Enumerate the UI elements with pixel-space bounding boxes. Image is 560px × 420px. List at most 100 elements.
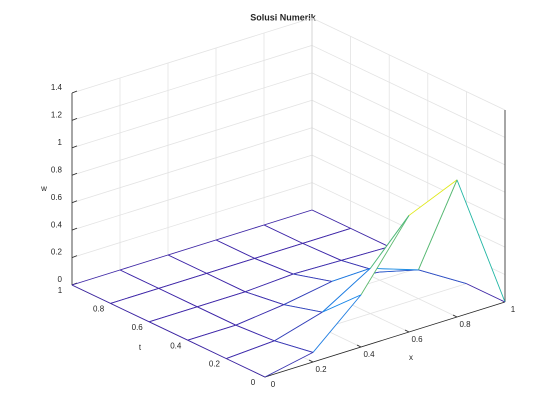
mesh-edge <box>302 242 342 261</box>
grid-line <box>71 72 313 149</box>
x-tick <box>404 329 410 333</box>
mesh-edge <box>206 257 255 274</box>
mesh-face <box>418 179 505 302</box>
mesh-edge <box>215 224 265 241</box>
mesh-edge <box>71 284 111 304</box>
grid-line <box>311 99 506 193</box>
grid-line <box>71 182 313 258</box>
x-tick-label: 1 <box>511 305 516 314</box>
x-tick-label: 0.6 <box>411 335 423 344</box>
mesh-face <box>274 294 361 353</box>
mesh-edge <box>254 257 294 275</box>
grid-line <box>311 72 506 166</box>
y-tick-label: 0.8 <box>93 305 105 314</box>
mesh-edge <box>71 269 121 286</box>
mesh-face <box>302 228 390 261</box>
mesh-edge <box>187 324 236 341</box>
z-tick-label: 1.2 <box>51 111 63 120</box>
z-tick <box>71 227 78 231</box>
mesh-edge <box>283 304 323 313</box>
mesh-edge <box>311 209 351 229</box>
mesh-edge <box>341 246 390 261</box>
x-tick <box>452 314 458 318</box>
z-tick-label: 0.4 <box>51 220 63 229</box>
mesh-edge <box>215 239 255 259</box>
mesh-edge <box>110 287 159 304</box>
mesh-edge <box>302 227 351 244</box>
y-tick-label: 0.2 <box>209 360 221 369</box>
mesh-edge <box>158 272 207 289</box>
mesh-edge <box>408 179 458 216</box>
mesh-edge <box>379 269 419 273</box>
mesh-edge <box>197 291 246 308</box>
x-tick <box>308 359 314 363</box>
mesh-edge <box>263 224 303 244</box>
mesh-edge <box>418 269 467 285</box>
mesh-edge <box>167 254 207 274</box>
z-tick <box>71 118 78 121</box>
mesh-face <box>226 340 313 377</box>
mesh-edge <box>331 267 371 282</box>
mesh-edge <box>456 179 506 303</box>
mesh-edge <box>197 306 236 326</box>
mesh-edge <box>312 294 362 353</box>
grid-line <box>311 45 506 138</box>
mesh-edge <box>187 339 227 360</box>
z-tick-label: 0.2 <box>51 248 63 257</box>
grid-line <box>71 17 313 94</box>
z-tick-label: 0.8 <box>51 165 63 174</box>
mesh-edge <box>263 209 313 226</box>
grid-line <box>311 127 506 221</box>
mesh-edge <box>245 273 294 293</box>
mesh-edge <box>417 179 458 270</box>
chart-title: Solusi Numerik <box>250 12 317 22</box>
mesh-face <box>245 274 332 305</box>
mesh-edge <box>167 239 217 256</box>
mesh-edge <box>293 273 332 282</box>
y-axis-label: t <box>139 343 142 352</box>
y-tick-label: 0.6 <box>132 323 144 332</box>
grid-line <box>71 154 313 231</box>
y-tick-label: 0 <box>251 378 256 387</box>
mesh-edge <box>322 294 362 313</box>
mesh-edge <box>119 269 159 289</box>
z-tick-label: 1.4 <box>51 83 63 92</box>
x-tick-label: 0.8 <box>459 320 471 329</box>
mesh-edge <box>293 259 342 275</box>
grid-line <box>311 17 506 111</box>
mesh-edge <box>110 302 150 323</box>
z-tick <box>71 200 78 204</box>
z-tick <box>71 172 78 176</box>
mesh-edge <box>370 215 410 269</box>
z-axis-label: w <box>40 184 47 193</box>
grid-line <box>71 127 313 204</box>
mesh-edge <box>283 281 332 306</box>
z-tick-label: 1 <box>58 138 63 147</box>
mesh-face <box>370 179 457 270</box>
x-axis-label: x <box>409 353 413 362</box>
mesh-edge <box>274 340 314 353</box>
x-tick-label: 0 <box>271 380 276 389</box>
axis-line <box>264 301 506 378</box>
z-tick <box>71 255 78 258</box>
z-tick-label: 0.6 <box>51 193 63 202</box>
x-tick <box>356 344 362 348</box>
mesh-edge <box>235 304 284 326</box>
mesh-edge <box>274 311 323 342</box>
z-tick-label: 0 <box>58 275 63 284</box>
mesh-edge <box>149 321 188 341</box>
mesh-edge <box>235 324 275 342</box>
mesh-edge <box>360 215 410 296</box>
mesh-face <box>283 268 371 313</box>
x-tick-label: 0.2 <box>315 365 327 374</box>
mesh-edge <box>226 340 275 360</box>
mesh-edge <box>254 242 303 259</box>
y-tick-label: 0.4 <box>170 341 182 350</box>
mesh-edge <box>322 268 371 313</box>
mesh-edge <box>264 351 314 378</box>
mesh-edge <box>245 291 284 306</box>
mesh-edge <box>206 272 246 293</box>
mesh-edge <box>149 306 198 323</box>
mesh-edge <box>158 287 198 308</box>
